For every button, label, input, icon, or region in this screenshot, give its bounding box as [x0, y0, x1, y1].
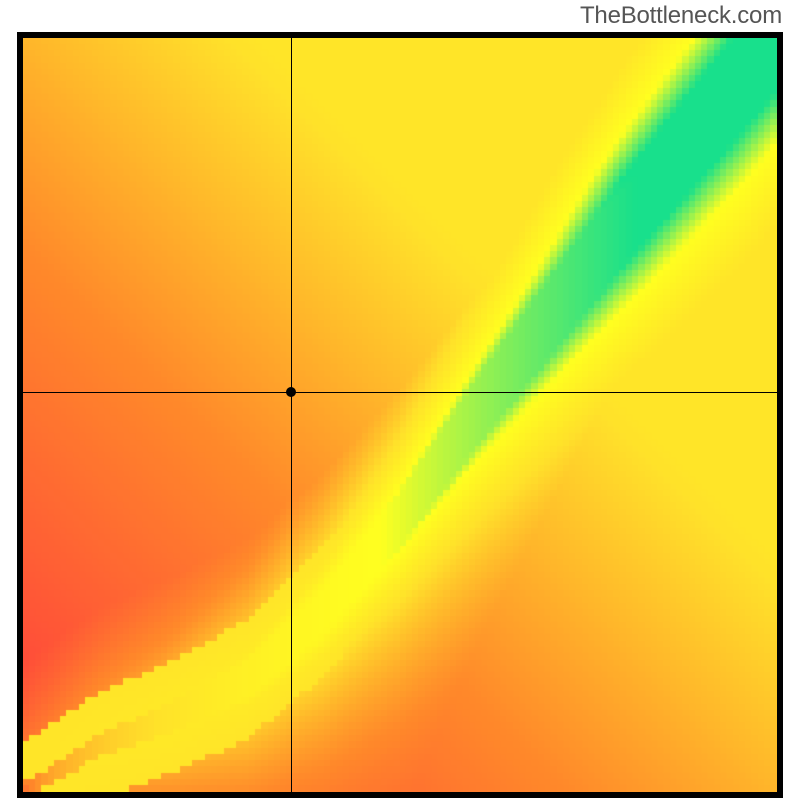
crosshair-marker: [286, 387, 296, 397]
plot-frame: [17, 32, 783, 798]
chart-container: TheBottleneck.com: [0, 0, 800, 800]
crosshair-vertical: [291, 38, 292, 792]
plot-inner: [23, 38, 777, 792]
heatmap-canvas: [23, 38, 777, 792]
attribution-text: TheBottleneck.com: [580, 2, 782, 30]
crosshair-horizontal: [23, 392, 777, 393]
